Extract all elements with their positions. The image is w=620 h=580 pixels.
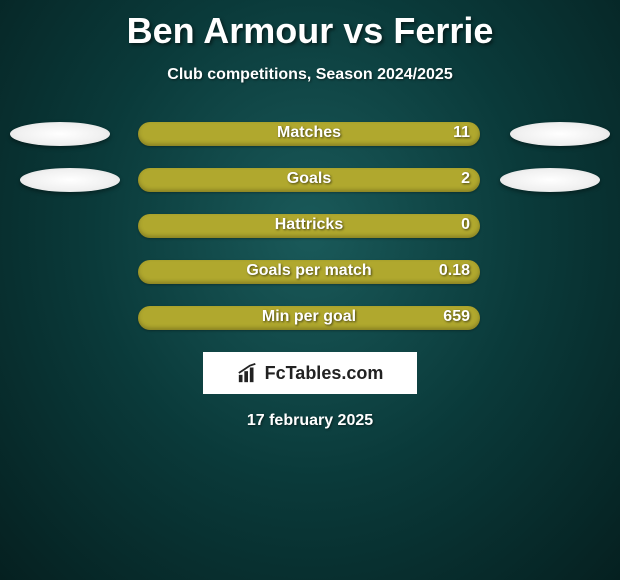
fctables-logo[interactable]: FcTables.com [203,352,417,394]
stat-label: Hattricks [138,216,480,234]
player-right-marker [510,122,610,146]
player-right-marker [500,168,600,192]
player-left-marker [10,122,110,146]
stat-value: 0 [461,216,470,234]
player-left-marker [20,168,120,192]
stat-row: Goals 2 [0,168,620,192]
stat-row: Matches 11 [0,122,620,146]
page-title: Ben Armour vs Ferrie [0,0,620,52]
stat-label: Goals per match [138,262,480,280]
chart-icon [237,362,259,384]
stat-value: 0.18 [439,262,470,280]
stat-row: Goals per match 0.18 [0,260,620,284]
stat-bar: Goals 2 [138,168,480,192]
subtitle: Club competitions, Season 2024/2025 [0,66,620,84]
stat-value: 659 [443,308,470,326]
stat-value: 2 [461,170,470,188]
logo-text: FcTables.com [265,363,384,384]
stat-bar: Matches 11 [138,122,480,146]
stat-label: Goals [138,170,480,188]
date-text: 17 february 2025 [0,412,620,430]
stat-bar: Goals per match 0.18 [138,260,480,284]
stats-rows: Matches 11 Goals 2 Hattricks 0 Goals per… [0,122,620,330]
stat-row: Min per goal 659 [0,306,620,330]
stat-value: 11 [453,124,470,142]
stat-row: Hattricks 0 [0,214,620,238]
stat-label: Matches [138,124,480,142]
stat-bar: Min per goal 659 [138,306,480,330]
stat-label: Min per goal [138,308,480,326]
stat-bar: Hattricks 0 [138,214,480,238]
